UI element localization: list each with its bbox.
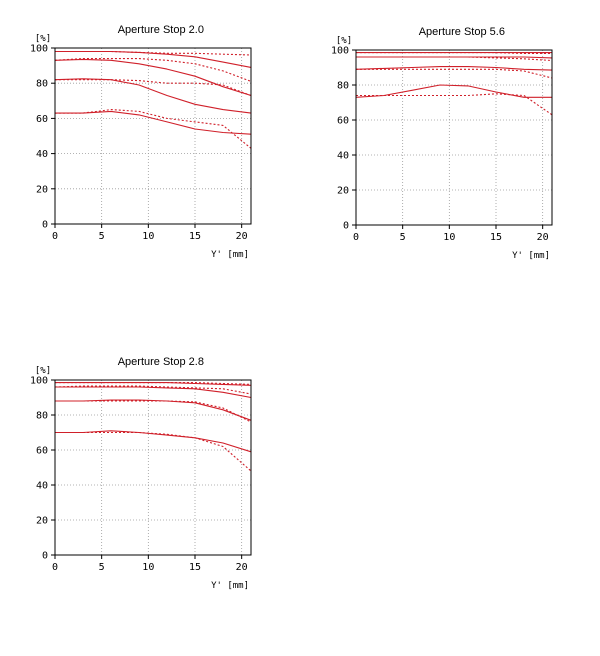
series-line [355, 84, 552, 98]
x-tick-label: 15 [490, 232, 502, 243]
y-tick-label: 100 [30, 44, 48, 55]
y-tick-label: 40 [36, 481, 48, 492]
series-line [55, 79, 252, 97]
chart-title: Aperture Stop 5.6 [419, 26, 505, 38]
y-tick-label: 0 [42, 220, 48, 231]
y-axis-label: [%] [336, 36, 352, 46]
y-tick-label: 0 [42, 551, 48, 562]
series-line [55, 399, 252, 421]
x-tick-label: 10 [142, 562, 154, 573]
series-line [55, 109, 252, 149]
y-tick-label: 20 [337, 186, 349, 197]
plot-frame [355, 49, 553, 226]
chart-panel: 0 20 40 60 80 100 0 5 10 15 20 Aperture Stop 2.0 [%]… [30, 24, 252, 260]
x-axis-label: Y' [mm] [211, 250, 249, 260]
series-line [356, 56, 553, 62]
y-tick-label: 20 [36, 516, 48, 527]
y-tick-label: 20 [36, 184, 48, 195]
plot-frame [54, 379, 252, 556]
y-tick-label: 40 [337, 151, 349, 162]
series-line [356, 68, 553, 79]
y-tick-label: 60 [36, 114, 48, 125]
y-tick-label: 80 [36, 411, 48, 422]
series-line [355, 66, 553, 71]
x-tick-label: 5 [400, 232, 406, 243]
series-line [54, 385, 252, 395]
y-tick-label: 40 [36, 149, 48, 160]
y-axis-label: [%] [35, 366, 51, 376]
y-tick-label: 100 [331, 46, 349, 57]
y-tick-label: 80 [36, 79, 48, 90]
series-line [55, 110, 252, 135]
series-line [55, 400, 252, 423]
x-axis-label: Y' [mm] [211, 581, 249, 591]
series-line [54, 58, 252, 82]
y-axis-label: [%] [35, 34, 51, 44]
x-axis-label: Y' [mm] [512, 251, 550, 261]
x-tick-label: 5 [99, 231, 105, 242]
series-line [55, 431, 252, 472]
x-tick-label: 0 [52, 562, 58, 573]
series-line [356, 52, 552, 55]
x-tick-label: 10 [142, 231, 154, 242]
x-tick-label: 15 [189, 562, 201, 573]
series-line [55, 50, 252, 56]
y-tick-label: 80 [337, 81, 349, 92]
x-tick-label: 20 [537, 232, 549, 243]
series-line [55, 382, 252, 385]
series-line [54, 78, 252, 114]
x-tick-label: 10 [443, 232, 455, 243]
x-tick-label: 20 [236, 231, 248, 242]
series-line [356, 93, 553, 116]
y-tick-label: 0 [343, 221, 349, 232]
x-tick-label: 5 [99, 562, 105, 573]
chart-title: Aperture Stop 2.0 [118, 24, 204, 36]
series-line [55, 430, 252, 453]
chart-title: Aperture Stop 2.8 [118, 356, 204, 368]
x-tick-label: 15 [189, 231, 201, 242]
y-tick-label: 60 [36, 446, 48, 457]
chart-panel: 0 20 40 60 80 100 0 5 10 15 20 Aperture Stop 2.8 [%]… [30, 356, 252, 591]
y-tick-label: 60 [337, 116, 349, 127]
y-tick-label: 100 [30, 376, 48, 387]
chart-panel: 0 20 40 60 80 100 0 5 10 15 20 Aperture Stop 5.6 [%]… [331, 26, 553, 261]
series-line [55, 386, 252, 399]
plot-frame [54, 47, 252, 225]
x-tick-label: 20 [236, 562, 248, 573]
series-line [54, 58, 252, 97]
x-tick-label: 0 [353, 232, 359, 243]
x-tick-label: 0 [52, 231, 58, 242]
